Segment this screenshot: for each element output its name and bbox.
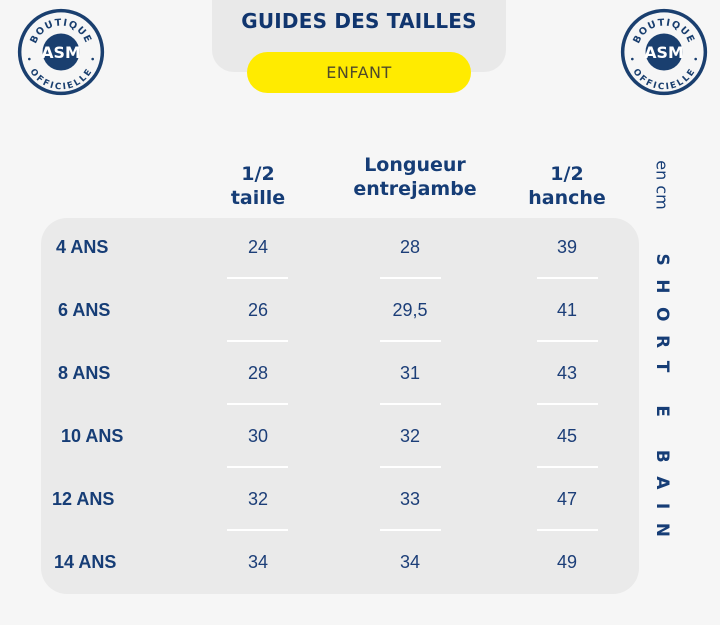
table-row: 14 ANS 34 34 49 <box>41 533 639 596</box>
row-label: 4 ANS <box>56 237 109 257</box>
row-divider <box>380 277 441 279</box>
cell-inseam: 28 <box>399 237 421 257</box>
table-row: 8 ANS 28 31 43 <box>41 344 639 407</box>
table-row: 10 ANS 30 32 45 <box>41 407 639 470</box>
product-label: SHORT E BAIN <box>650 254 674 551</box>
row-divider <box>537 466 598 468</box>
cell-inseam: 32 <box>399 426 421 446</box>
row-label: 8 ANS <box>58 363 111 383</box>
asm-badge-icon: BOUTIQUE OFFICIELLE ASM <box>620 8 708 96</box>
table-row: 4 ANS 24 28 39 <box>41 218 639 281</box>
column-header-line2: hanche <box>528 187 606 209</box>
row-divider <box>380 340 441 342</box>
row-divider <box>537 277 598 279</box>
cell-half-hip: 39 <box>556 237 578 257</box>
column-header-line1: 1/2 <box>241 163 275 185</box>
column-header-half-hip: 1/2 hanche <box>512 162 622 210</box>
row-label: 12 ANS <box>52 489 115 509</box>
cell-half-waist: 26 <box>247 300 269 320</box>
row-label: 14 ANS <box>54 552 117 572</box>
column-header-inseam-length: Longueur entrejambe <box>340 153 490 201</box>
cell-half-hip: 41 <box>556 300 578 320</box>
category-badge: ENFANT <box>247 52 471 93</box>
column-header-line2: entrejambe <box>353 178 477 200</box>
table-row: 6 ANS 26 29,5 41 <box>41 281 639 344</box>
svg-text:ASM: ASM <box>644 43 683 62</box>
column-header-line2: taille <box>230 187 286 209</box>
cell-half-hip: 49 <box>556 552 578 572</box>
column-header-line1: Longueur <box>364 154 466 176</box>
unit-text: en cm <box>652 160 672 210</box>
cell-half-hip: 47 <box>556 489 578 509</box>
cell-half-hip: 43 <box>556 363 578 383</box>
size-table: 4 ANS 24 28 39 6 ANS 26 29,5 41 8 ANS 28… <box>41 218 639 594</box>
cell-inseam: 31 <box>399 363 421 383</box>
row-divider <box>537 529 598 531</box>
column-header-half-waist: 1/2 taille <box>208 162 308 210</box>
row-divider <box>380 403 441 405</box>
cell-half-waist: 30 <box>247 426 269 446</box>
row-divider <box>380 529 441 531</box>
table-row: 12 ANS 32 33 47 <box>41 470 639 533</box>
row-divider <box>227 466 288 468</box>
row-label: 10 ANS <box>61 426 124 446</box>
row-divider <box>227 277 288 279</box>
asm-badge-icon: BOUTIQUE OFFICIELLE ASM <box>17 8 105 96</box>
cell-half-hip: 45 <box>556 426 578 446</box>
boutique-officielle-logo-left: BOUTIQUE OFFICIELLE ASM <box>17 8 105 96</box>
row-divider <box>227 340 288 342</box>
row-divider <box>537 403 598 405</box>
row-divider <box>227 403 288 405</box>
svg-text:ASM: ASM <box>41 43 80 62</box>
cell-half-waist: 24 <box>247 237 269 257</box>
row-label: 6 ANS <box>58 300 111 320</box>
cell-half-waist: 28 <box>247 363 269 383</box>
column-header-line1: 1/2 <box>550 163 584 185</box>
cell-inseam: 29,5 <box>392 300 428 320</box>
cell-inseam: 33 <box>399 489 421 509</box>
page-title: GUIDES DES TAILLES <box>241 9 477 33</box>
row-divider <box>380 466 441 468</box>
cell-half-waist: 32 <box>247 489 269 509</box>
boutique-officielle-logo-right: BOUTIQUE OFFICIELLE ASM <box>620 8 708 96</box>
row-divider <box>227 529 288 531</box>
unit-label: en cm <box>650 155 674 215</box>
product-text: SHORT E BAIN <box>652 253 672 551</box>
cell-half-waist: 34 <box>247 552 269 572</box>
row-divider <box>537 340 598 342</box>
cell-inseam: 34 <box>399 552 421 572</box>
